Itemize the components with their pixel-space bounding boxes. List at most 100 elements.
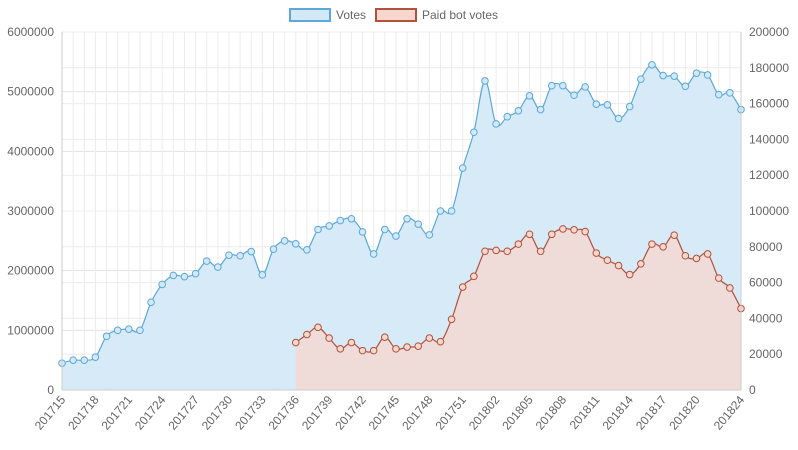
legend-label-paid-bot-votes[interactable]: Paid bot votes: [422, 8, 498, 22]
votes-point[interactable]: [681, 82, 690, 91]
votes-point[interactable]: [403, 214, 411, 223]
votes-point[interactable]: [470, 128, 478, 137]
votes-point[interactable]: [225, 251, 233, 259]
votes-point[interactable]: [536, 105, 545, 114]
votes-point[interactable]: [347, 214, 356, 223]
legend-swatch-votes[interactable]: [289, 8, 331, 22]
paid-bot-votes-point[interactable]: [714, 274, 723, 282]
paid-bot-votes-point[interactable]: [681, 251, 690, 260]
votes-point[interactable]: [614, 114, 623, 123]
paid-bot-votes-point[interactable]: [670, 231, 679, 239]
paid-bot-votes-point[interactable]: [492, 246, 500, 255]
votes-point[interactable]: [592, 100, 601, 108]
votes-point[interactable]: [247, 247, 256, 256]
votes-point[interactable]: [492, 120, 500, 128]
paid-bot-votes-point[interactable]: [614, 261, 623, 270]
votes-point[interactable]: [236, 251, 244, 260]
paid-bot-votes-point[interactable]: [303, 330, 311, 339]
paid-bot-votes-point[interactable]: [592, 249, 601, 257]
votes-point[interactable]: [91, 353, 100, 361]
votes-point[interactable]: [214, 263, 222, 271]
paid-bot-votes-point[interactable]: [525, 230, 534, 239]
votes-point[interactable]: [158, 280, 166, 289]
votes-point[interactable]: [559, 81, 567, 90]
votes-point[interactable]: [113, 326, 122, 335]
votes-point[interactable]: [603, 100, 612, 109]
votes-point[interactable]: [336, 216, 345, 225]
votes-point[interactable]: [381, 225, 389, 234]
legend-swatch-paid-bot-votes[interactable]: [375, 8, 417, 22]
legend[interactable]: Votes Paid bot votes: [289, 8, 498, 22]
votes-point[interactable]: [692, 69, 701, 77]
paid-bot-votes-point[interactable]: [570, 225, 578, 234]
paid-bot-votes-point[interactable]: [381, 333, 389, 341]
paid-bot-votes-point[interactable]: [392, 345, 400, 353]
paid-bot-votes-point[interactable]: [648, 240, 656, 248]
votes-point[interactable]: [703, 71, 712, 79]
votes-point[interactable]: [314, 225, 322, 234]
paid-bot-votes-point[interactable]: [336, 345, 345, 353]
paid-bot-votes-point[interactable]: [325, 334, 333, 342]
votes-point[interactable]: [503, 112, 512, 121]
paid-bot-votes-point[interactable]: [692, 254, 701, 263]
votes-point[interactable]: [358, 228, 367, 236]
paid-bot-votes-point[interactable]: [436, 337, 445, 346]
votes-point[interactable]: [670, 72, 679, 80]
votes-point[interactable]: [514, 106, 523, 115]
votes-point[interactable]: [291, 240, 300, 248]
paid-bot-votes-point[interactable]: [403, 343, 411, 351]
votes-point[interactable]: [269, 245, 278, 253]
votes-point[interactable]: [280, 237, 289, 245]
votes-point[interactable]: [191, 269, 200, 278]
paid-bot-votes-point[interactable]: [470, 272, 478, 281]
paid-bot-votes-point[interactable]: [447, 315, 456, 324]
paid-bot-votes-point[interactable]: [559, 225, 567, 233]
legend-label-votes[interactable]: Votes: [336, 8, 366, 22]
votes-point[interactable]: [726, 89, 734, 97]
paid-bot-votes-point[interactable]: [726, 284, 734, 292]
votes-point[interactable]: [414, 220, 422, 228]
votes-point[interactable]: [547, 81, 556, 90]
votes-point[interactable]: [180, 272, 189, 281]
votes-point[interactable]: [447, 207, 456, 215]
votes-point[interactable]: [570, 91, 578, 100]
paid-bot-votes-point[interactable]: [425, 334, 434, 342]
votes-point[interactable]: [714, 90, 723, 99]
paid-bot-votes-point[interactable]: [536, 247, 545, 256]
votes-point[interactable]: [625, 102, 634, 111]
paid-bot-votes-point[interactable]: [291, 338, 300, 347]
paid-bot-votes-point[interactable]: [659, 243, 667, 251]
paid-bot-votes-point[interactable]: [481, 247, 489, 256]
paid-bot-votes-point[interactable]: [414, 342, 422, 350]
votes-point[interactable]: [659, 71, 667, 80]
votes-point[interactable]: [369, 250, 378, 258]
paid-bot-votes-point[interactable]: [514, 240, 523, 248]
votes-point[interactable]: [458, 164, 467, 172]
votes-point[interactable]: [136, 326, 144, 335]
votes-point[interactable]: [169, 271, 178, 280]
votes-point[interactable]: [525, 92, 534, 100]
paid-bot-votes-point[interactable]: [358, 346, 367, 355]
paid-bot-votes-point[interactable]: [503, 247, 512, 256]
paid-bot-votes-point[interactable]: [458, 283, 467, 291]
paid-bot-votes-point[interactable]: [347, 338, 356, 347]
votes-point[interactable]: [147, 298, 155, 307]
votes-point[interactable]: [436, 207, 445, 215]
paid-bot-votes-point[interactable]: [547, 230, 556, 239]
votes-point[interactable]: [124, 325, 133, 333]
votes-point[interactable]: [102, 332, 111, 341]
votes-point[interactable]: [392, 232, 400, 240]
votes-point[interactable]: [202, 257, 211, 265]
votes-point[interactable]: [425, 231, 434, 239]
paid-bot-votes-point[interactable]: [703, 250, 712, 258]
paid-bot-votes-point[interactable]: [581, 227, 589, 236]
votes-point[interactable]: [80, 356, 89, 364]
votes-point[interactable]: [481, 77, 489, 85]
votes-point[interactable]: [648, 61, 656, 69]
votes-point[interactable]: [637, 75, 645, 83]
paid-bot-votes-point[interactable]: [369, 346, 378, 355]
paid-bot-votes-point[interactable]: [637, 260, 645, 268]
votes-point[interactable]: [258, 271, 267, 279]
paid-bot-votes-point[interactable]: [625, 270, 634, 279]
paid-bot-votes-point[interactable]: [314, 323, 322, 332]
